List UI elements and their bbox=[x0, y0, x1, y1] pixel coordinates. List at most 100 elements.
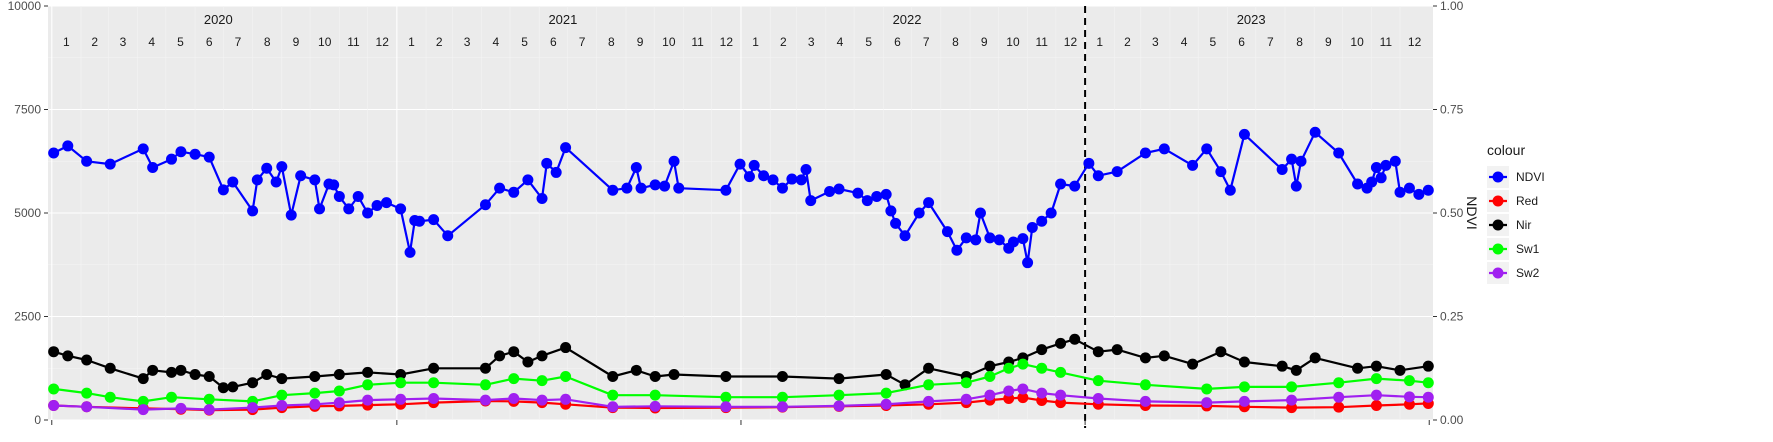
data-point bbox=[81, 387, 93, 399]
data-point bbox=[276, 400, 288, 412]
data-point bbox=[1403, 375, 1415, 387]
data-point bbox=[189, 368, 201, 380]
data-point bbox=[1069, 333, 1081, 345]
data-point bbox=[776, 401, 788, 413]
data-point bbox=[923, 379, 935, 391]
data-point bbox=[1187, 159, 1199, 171]
data-point bbox=[1055, 366, 1067, 378]
month-label: 10 bbox=[1350, 35, 1364, 49]
data-point bbox=[62, 350, 74, 362]
data-point bbox=[767, 174, 779, 186]
data-point bbox=[247, 377, 259, 389]
data-point bbox=[166, 366, 178, 378]
data-point bbox=[833, 373, 845, 385]
data-point bbox=[175, 402, 187, 414]
data-point bbox=[1215, 166, 1227, 178]
year-label: 2020 bbox=[204, 12, 233, 27]
data-point bbox=[333, 368, 345, 380]
data-point bbox=[536, 193, 548, 205]
data-point bbox=[1333, 401, 1345, 413]
data-point bbox=[1003, 385, 1015, 397]
right-tick-label: 0.50 bbox=[1440, 206, 1464, 220]
data-point bbox=[203, 371, 215, 383]
month-label: 7 bbox=[923, 35, 930, 49]
data-point bbox=[1022, 257, 1034, 269]
legend: colour NDVI Red Nir Sw1 Sw2 bbox=[1487, 142, 1545, 284]
data-point bbox=[984, 232, 996, 244]
data-point bbox=[428, 362, 440, 374]
month-label: 3 bbox=[120, 35, 127, 49]
data-point bbox=[404, 246, 416, 258]
data-point bbox=[913, 207, 925, 219]
legend-key-point bbox=[1492, 243, 1504, 255]
data-point bbox=[395, 393, 407, 405]
data-point bbox=[1055, 178, 1067, 190]
month-label: 2 bbox=[91, 35, 98, 49]
data-point bbox=[1201, 143, 1213, 155]
data-point bbox=[1370, 373, 1382, 385]
month-label: 1 bbox=[63, 35, 70, 49]
data-point bbox=[758, 170, 770, 182]
left-tick-label: 0 bbox=[34, 413, 41, 427]
right-tick-label: 0.75 bbox=[1440, 103, 1464, 117]
month-label: 10 bbox=[1006, 35, 1020, 49]
data-point bbox=[276, 389, 288, 401]
data-point bbox=[776, 182, 788, 194]
data-point bbox=[1380, 159, 1392, 171]
data-point bbox=[1370, 389, 1382, 401]
data-point bbox=[1111, 166, 1123, 178]
data-point bbox=[1238, 395, 1250, 407]
data-point bbox=[137, 404, 149, 416]
data-point bbox=[295, 170, 307, 182]
data-point bbox=[720, 391, 732, 403]
data-point bbox=[104, 362, 116, 374]
data-point bbox=[800, 164, 812, 176]
month-label: 8 bbox=[264, 35, 271, 49]
month-label: 8 bbox=[1296, 35, 1303, 49]
month-label: 9 bbox=[1325, 35, 1332, 49]
data-point bbox=[941, 226, 953, 238]
month-label: 1 bbox=[408, 35, 415, 49]
data-point bbox=[1295, 155, 1307, 167]
data-point bbox=[1394, 364, 1406, 376]
data-point bbox=[1224, 184, 1236, 196]
data-point bbox=[607, 389, 619, 401]
data-point bbox=[1111, 344, 1123, 356]
month-label: 8 bbox=[608, 35, 615, 49]
data-point bbox=[1158, 350, 1170, 362]
month-label: 12 bbox=[1408, 35, 1422, 49]
data-point bbox=[871, 190, 883, 202]
data-point bbox=[1017, 358, 1029, 370]
data-point bbox=[720, 371, 732, 383]
data-point bbox=[885, 205, 897, 217]
data-point bbox=[1201, 397, 1213, 409]
month-label: 3 bbox=[464, 35, 471, 49]
data-point bbox=[833, 389, 845, 401]
data-point bbox=[776, 371, 788, 383]
data-point bbox=[776, 391, 788, 403]
data-point bbox=[261, 368, 273, 380]
data-point bbox=[1055, 337, 1067, 349]
data-point bbox=[217, 382, 229, 394]
month-label: 11 bbox=[1035, 35, 1048, 49]
month-label: 4 bbox=[1181, 35, 1188, 49]
data-point bbox=[993, 234, 1005, 246]
data-point bbox=[635, 182, 647, 194]
data-point bbox=[137, 373, 149, 385]
data-point bbox=[48, 147, 60, 159]
data-point bbox=[1036, 215, 1048, 227]
data-point bbox=[1036, 362, 1048, 374]
data-point bbox=[276, 373, 288, 385]
data-point bbox=[48, 383, 60, 395]
data-point bbox=[550, 166, 562, 178]
data-point bbox=[1092, 392, 1104, 404]
data-point bbox=[479, 199, 491, 211]
month-label: 1 bbox=[752, 35, 759, 49]
data-point bbox=[668, 155, 680, 167]
data-point bbox=[960, 232, 972, 244]
data-point bbox=[1333, 391, 1345, 403]
month-label: 2 bbox=[1124, 35, 1131, 49]
data-point bbox=[1370, 400, 1382, 412]
data-point bbox=[428, 214, 440, 226]
month-label: 4 bbox=[148, 35, 155, 49]
